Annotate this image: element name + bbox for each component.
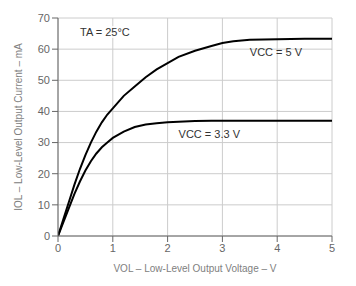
svg-text:0: 0 bbox=[44, 230, 50, 242]
svg-text:VCC = 5 V: VCC = 5 V bbox=[250, 46, 303, 58]
svg-text:3: 3 bbox=[219, 242, 225, 254]
svg-text:50: 50 bbox=[38, 74, 50, 86]
svg-text:4: 4 bbox=[274, 242, 280, 254]
svg-text:2: 2 bbox=[165, 242, 171, 254]
svg-text:5: 5 bbox=[329, 242, 335, 254]
svg-text:60: 60 bbox=[38, 43, 50, 55]
svg-text:70: 70 bbox=[38, 12, 50, 24]
svg-text:1: 1 bbox=[110, 242, 116, 254]
svg-text:20: 20 bbox=[38, 168, 50, 180]
svg-text:10: 10 bbox=[38, 199, 50, 211]
svg-text:VCC = 3.3 V: VCC = 3.3 V bbox=[179, 128, 241, 140]
svg-text:30: 30 bbox=[38, 136, 50, 148]
html-text:TA = 25°C: TA = 25°C bbox=[80, 26, 130, 38]
svg-text:40: 40 bbox=[38, 105, 50, 117]
svg-text:VOL – Low-Level Output Voltage: VOL – Low-Level Output Voltage – V bbox=[113, 263, 276, 274]
svg-text:0: 0 bbox=[55, 242, 61, 254]
svg-text:IOL – Low-Level Output Current: IOL – Low-Level Output Current – mA bbox=[13, 43, 24, 211]
